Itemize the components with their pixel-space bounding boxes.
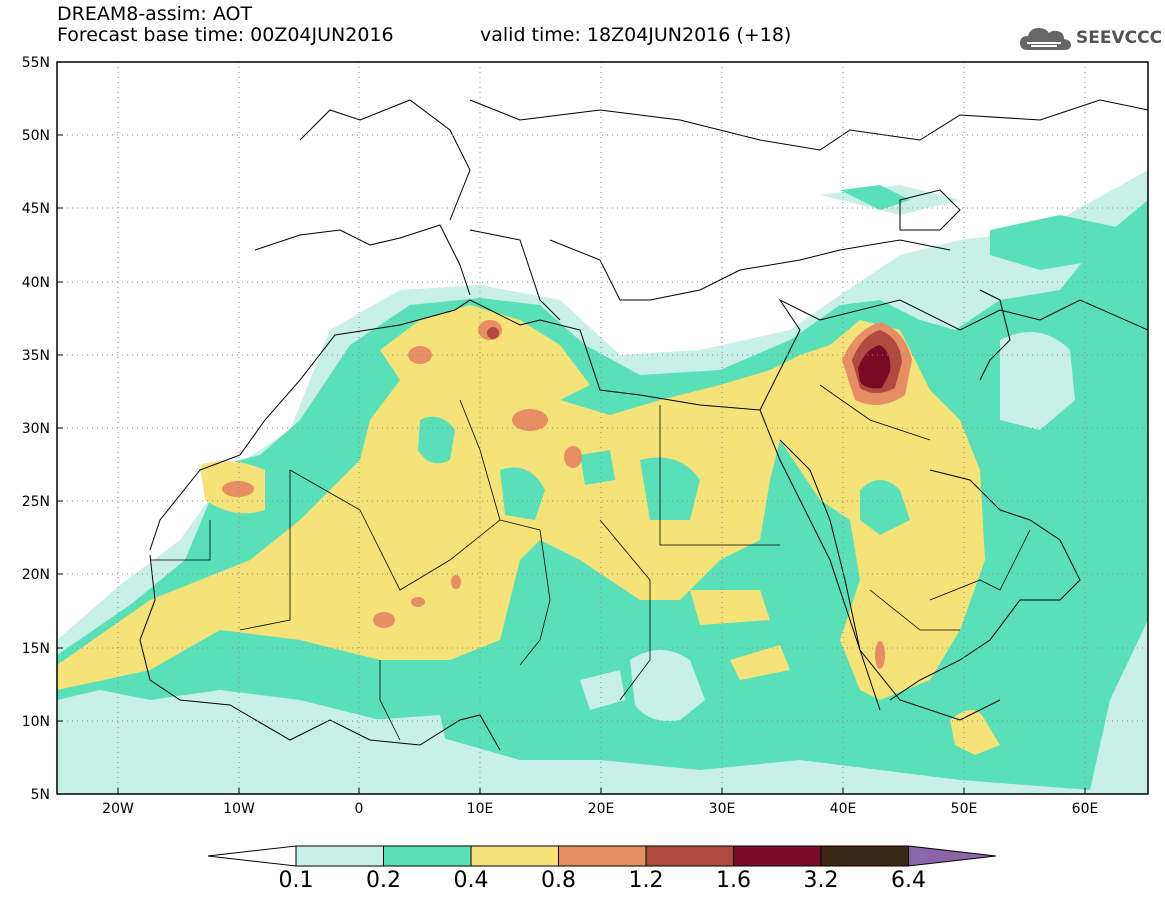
lon-label: 20W xyxy=(102,801,134,817)
lat-label: 5N xyxy=(31,787,50,803)
lat-label: 10N xyxy=(22,714,50,730)
colorbar-segment xyxy=(820,845,909,867)
colorbar-segment xyxy=(470,845,559,867)
colorbar-segment xyxy=(645,845,734,867)
cloud-icon xyxy=(1020,28,1071,50)
colorbar-label: 0.4 xyxy=(453,868,489,893)
longitude-labels: 20W 10W 0 10E 20E 30E 40E 50E 60E xyxy=(102,801,1098,817)
aot-band-0.1-patches xyxy=(110,332,1075,760)
lat-label: 20N xyxy=(22,567,50,583)
lat-label: 15N xyxy=(22,641,50,657)
colorbar-min-arrow xyxy=(207,845,297,867)
lat-label: 25N xyxy=(22,494,50,510)
aot-band-0.2-patches xyxy=(310,416,910,630)
lon-label: 60E xyxy=(1072,801,1099,817)
lon-label: 0 xyxy=(355,801,364,817)
lat-label: 55N xyxy=(22,55,50,71)
axis-ticks xyxy=(57,61,1086,795)
colorbar-label: 0.8 xyxy=(541,868,576,893)
colorbar-label: 1.6 xyxy=(716,868,751,893)
lat-label: 40N xyxy=(22,275,50,291)
colorbar-segment xyxy=(733,845,822,867)
valid-time: valid time: 18Z04JUN2016 (+18) xyxy=(480,24,792,46)
colorbar-label: 3.2 xyxy=(803,868,839,893)
lat-label: 50N xyxy=(22,128,50,144)
lat-label: 45N xyxy=(22,201,50,217)
colorbar-segment xyxy=(383,845,472,867)
colorbar-label: 6.4 xyxy=(891,868,926,893)
lon-label: 10W xyxy=(223,801,255,817)
colorbar-segment xyxy=(558,845,647,867)
colorbar-segment xyxy=(295,845,384,867)
coastlines xyxy=(139,99,1148,751)
logo-text: SEEVCCC xyxy=(1076,28,1163,48)
lon-label: 30E xyxy=(709,801,736,817)
lon-label: 50E xyxy=(951,801,978,817)
colorbar-label: 0.2 xyxy=(366,868,401,893)
lon-label: 20E xyxy=(588,801,615,817)
lat-label: 30N xyxy=(22,421,50,437)
graticule xyxy=(57,62,1148,794)
aot-band-1.6 xyxy=(858,345,891,389)
colorbar-max-arrow xyxy=(908,845,997,867)
colorbar-label: 1.2 xyxy=(628,868,664,893)
forecast-base-time: Forecast base time: 00Z04JUN2016 xyxy=(57,24,394,46)
colorbar-label: 0.1 xyxy=(278,868,314,893)
lat-label: 35N xyxy=(22,348,50,364)
country-borders xyxy=(150,384,1031,741)
seevccc-logo: SEEVCCC xyxy=(1018,22,1162,56)
colorbar xyxy=(207,845,997,867)
map-header: DREAM8-assim: AOT Forecast base time: 00… xyxy=(57,4,394,46)
latitude-labels: 55N 50N 45N 40N 35N 30N 25N 20N 15N 10N … xyxy=(22,55,50,803)
lon-label: 40E xyxy=(830,801,857,817)
lon-label: 10E xyxy=(467,801,494,817)
product-title: DREAM8-assim: AOT xyxy=(57,3,253,25)
